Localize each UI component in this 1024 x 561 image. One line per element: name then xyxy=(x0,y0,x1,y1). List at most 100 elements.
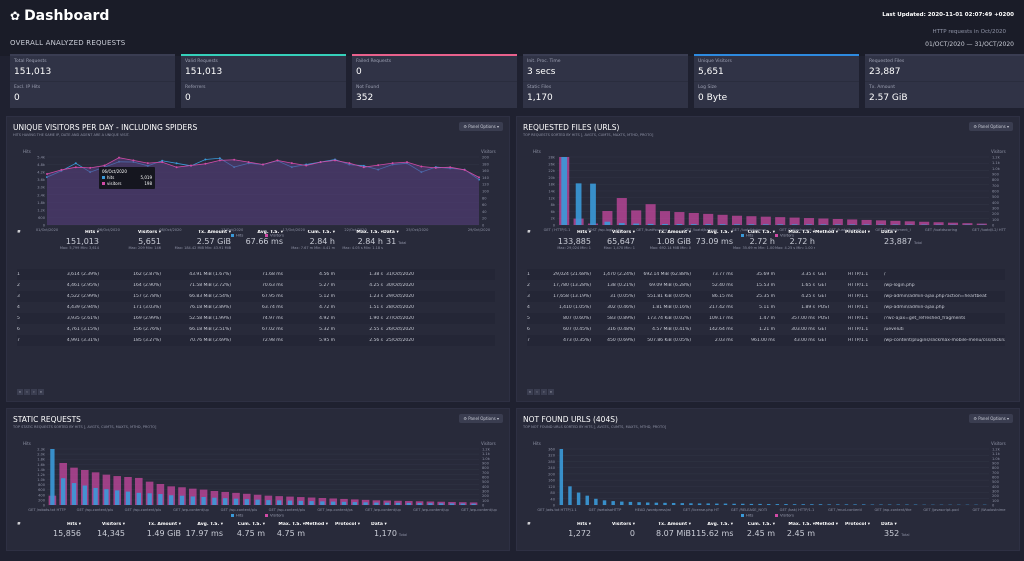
bar-hits[interactable] xyxy=(646,503,649,505)
column-header[interactable]: Hits ▾ xyxy=(39,230,99,235)
bar-hits[interactable] xyxy=(853,504,856,505)
bar-hits[interactable] xyxy=(561,157,567,225)
data-point[interactable] xyxy=(89,167,91,169)
column-header[interactable]: Cum. T.S. ▾ xyxy=(223,522,265,527)
column-header[interactable]: Data ▾ xyxy=(383,230,495,235)
data-point[interactable] xyxy=(118,157,120,159)
bar-visitors[interactable] xyxy=(890,221,900,225)
data-point[interactable] xyxy=(233,159,235,161)
column-header[interactable]: Cum. T.S. ▾ xyxy=(733,230,775,235)
data-point[interactable] xyxy=(392,162,394,164)
panel-options-button[interactable]: ⚙ Panel Options ▾ xyxy=(969,122,1013,131)
bar-visitors[interactable] xyxy=(804,218,814,225)
page-button[interactable]: « xyxy=(527,389,533,395)
page-button[interactable]: › xyxy=(541,389,547,395)
bar-hits[interactable] xyxy=(777,224,783,225)
column-header[interactable]: Data ▾ xyxy=(371,522,495,527)
panel-options-button[interactable]: ⚙ Panel Options ▾ xyxy=(459,414,503,423)
bar-hits[interactable] xyxy=(61,478,65,505)
bar-hits[interactable] xyxy=(428,503,432,505)
bar-hits[interactable] xyxy=(705,224,711,225)
data-point[interactable] xyxy=(363,166,365,168)
bar-hits[interactable] xyxy=(802,504,805,505)
bar-hits[interactable] xyxy=(461,504,465,505)
bar-visitors[interactable] xyxy=(674,212,684,225)
bar-hits[interactable] xyxy=(50,449,54,505)
bar-hits[interactable] xyxy=(180,496,184,505)
bar-hits[interactable] xyxy=(681,503,684,505)
bar-visitors[interactable] xyxy=(631,210,641,225)
bar-hits[interactable] xyxy=(320,501,324,505)
bar-hits[interactable] xyxy=(568,486,571,505)
column-header[interactable]: Max. T.S. ▾ xyxy=(775,230,815,235)
column-header[interactable]: Max. T.S. ▾ xyxy=(335,230,383,235)
column-header[interactable]: Cum. T.S. ▾ xyxy=(733,522,775,527)
bar-visitors[interactable] xyxy=(790,218,800,225)
bar-hits[interactable] xyxy=(590,184,596,225)
data-point[interactable] xyxy=(320,161,322,163)
bar-hits[interactable] xyxy=(806,224,812,225)
bar-visitors[interactable] xyxy=(689,213,699,225)
data-point[interactable] xyxy=(219,157,221,159)
bar-visitors[interactable] xyxy=(761,217,771,225)
bar-hits[interactable] xyxy=(633,224,639,225)
bar-hits[interactable] xyxy=(620,502,623,505)
column-header[interactable]: Data ▾ xyxy=(881,230,1005,235)
data-point[interactable] xyxy=(161,161,163,163)
bar-hits[interactable] xyxy=(845,504,848,505)
bar-hits[interactable] xyxy=(758,504,761,505)
bar-hits[interactable] xyxy=(201,497,205,505)
panel-options-button[interactable]: ⚙ Panel Options ▾ xyxy=(459,122,503,131)
bar-hits[interactable] xyxy=(611,501,614,505)
bar-visitors[interactable] xyxy=(617,198,627,225)
bar-hits[interactable] xyxy=(655,503,658,505)
column-header[interactable]: Visitors ▾ xyxy=(591,522,635,527)
bar-hits[interactable] xyxy=(672,503,675,505)
data-point[interactable] xyxy=(147,162,149,164)
bar-hits[interactable] xyxy=(864,224,870,225)
data-point[interactable] xyxy=(204,159,206,161)
data-point[interactable] xyxy=(75,162,77,164)
bar-hits[interactable] xyxy=(342,502,346,505)
bar-visitors[interactable] xyxy=(732,216,742,225)
bar-hits[interactable] xyxy=(878,224,884,225)
bar-hits[interactable] xyxy=(741,504,744,505)
data-point[interactable] xyxy=(75,166,77,168)
page-button[interactable]: ‹ xyxy=(534,389,540,395)
bar-hits[interactable] xyxy=(93,488,97,505)
bar-visitors[interactable] xyxy=(818,219,828,225)
bar-visitors[interactable] xyxy=(862,220,872,225)
data-point[interactable] xyxy=(449,166,451,168)
bar-hits[interactable] xyxy=(776,504,779,505)
data-point[interactable] xyxy=(262,163,264,165)
page-button[interactable]: ‹ xyxy=(24,389,30,395)
bar-hits[interactable] xyxy=(299,501,303,505)
bar-visitors[interactable] xyxy=(746,216,756,225)
data-point[interactable] xyxy=(348,162,350,164)
bar-hits[interactable] xyxy=(662,224,668,225)
data-point[interactable] xyxy=(60,169,62,171)
bar-hits[interactable] xyxy=(396,503,400,505)
bar-visitors[interactable] xyxy=(876,220,886,225)
data-point[interactable] xyxy=(420,166,422,168)
bar-hits[interactable] xyxy=(212,498,216,505)
panel-options-button[interactable]: ⚙ Panel Options ▾ xyxy=(969,414,1013,423)
bar-hits[interactable] xyxy=(763,224,769,225)
bar-hits[interactable] xyxy=(605,222,611,225)
data-point[interactable] xyxy=(377,164,379,166)
bar-hits[interactable] xyxy=(223,498,227,505)
bar-visitors[interactable] xyxy=(646,204,656,225)
data-point[interactable] xyxy=(219,159,221,161)
column-header[interactable]: Visitors ▾ xyxy=(81,522,125,527)
data-point[interactable] xyxy=(291,162,293,164)
bar-hits[interactable] xyxy=(691,224,697,225)
bar-hits[interactable] xyxy=(191,496,195,505)
bar-hits[interactable] xyxy=(255,500,259,505)
column-header[interactable]: Hits ▾ xyxy=(541,230,591,235)
data-point[interactable] xyxy=(406,161,408,163)
bar-hits[interactable] xyxy=(560,449,563,505)
